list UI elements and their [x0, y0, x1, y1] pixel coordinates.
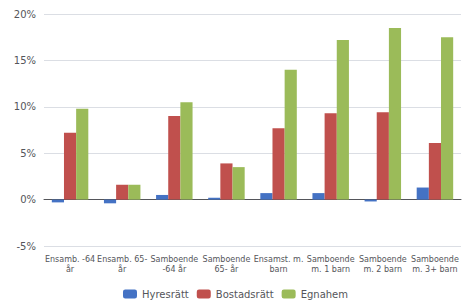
svg-text:Samboende: Samboende	[359, 255, 407, 264]
svg-text:-64 år: -64 år	[162, 264, 187, 274]
svg-text:Ensamb. -64: Ensamb. -64	[45, 255, 95, 264]
svg-text:Samboende: Samboende	[307, 255, 355, 264]
svg-text:Bostadsrätt: Bostadsrätt	[216, 289, 274, 300]
svg-text:0%: 0%	[20, 194, 36, 205]
svg-text:m. 1 barn: m. 1 barn	[311, 265, 350, 274]
svg-text:barn: barn	[269, 265, 287, 274]
svg-text:år: år	[118, 264, 127, 274]
svg-text:65- år: 65- år	[215, 264, 240, 274]
svg-text:Samboende: Samboende	[150, 255, 198, 264]
svg-text:Ensamb. 65-: Ensamb. 65-	[97, 255, 147, 264]
svg-text:Ensamst. m.: Ensamst. m.	[254, 255, 304, 264]
svg-text:5%: 5%	[20, 148, 36, 159]
svg-text:Egnahem: Egnahem	[301, 289, 348, 300]
svg-text:år: år	[66, 264, 75, 274]
svg-text:-5%: -5%	[17, 241, 36, 252]
svg-text:Hyresrätt: Hyresrätt	[142, 289, 189, 300]
svg-text:m. 2 barn: m. 2 barn	[363, 265, 402, 274]
svg-text:15%: 15%	[14, 55, 36, 66]
svg-text:m. 3+ barn: m. 3+ barn	[412, 265, 457, 274]
svg-text:Samboende: Samboende	[411, 255, 459, 264]
svg-text:Samboende: Samboende	[203, 255, 251, 264]
svg-text:10%: 10%	[14, 101, 36, 112]
svg-text:20%: 20%	[14, 9, 36, 20]
